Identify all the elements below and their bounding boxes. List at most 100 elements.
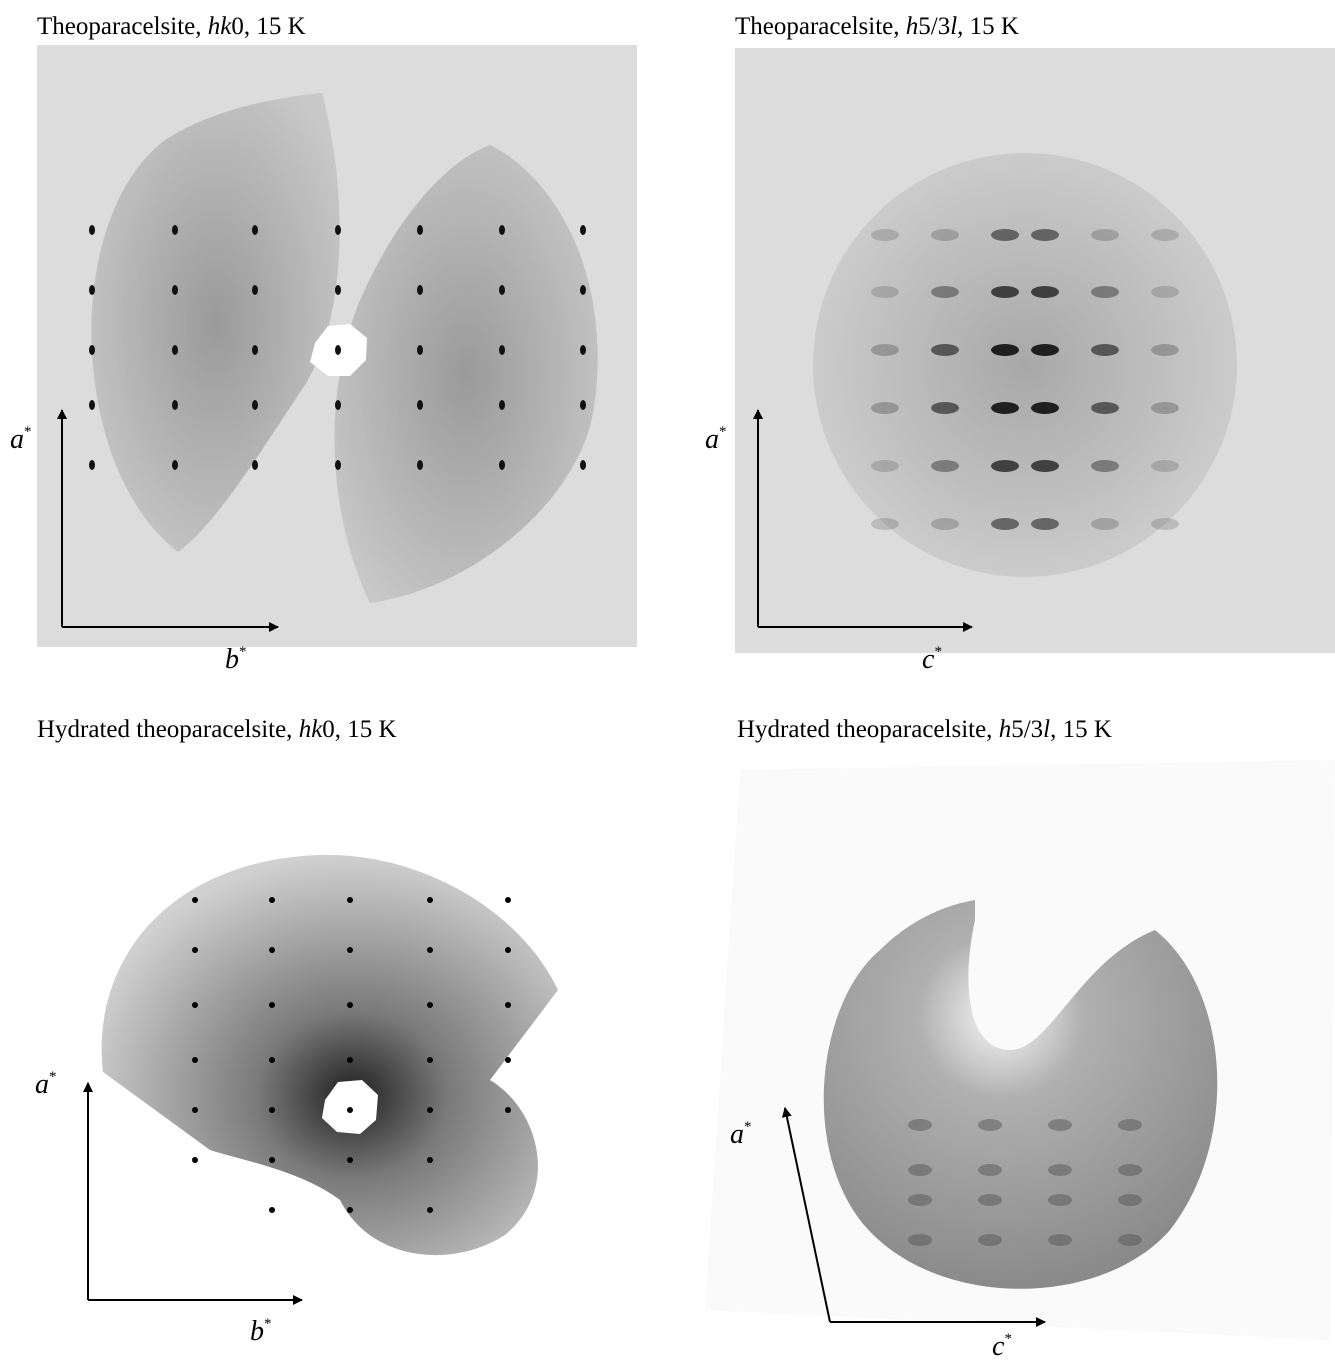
diffraction-spot [931, 344, 959, 356]
axis-letter: a [705, 424, 719, 455]
diffraction-spot [978, 1119, 1002, 1131]
diffraction-spot [347, 947, 353, 953]
diffraction-spot [931, 460, 959, 472]
diffraction-spot [335, 460, 341, 470]
diffraction-spot [252, 285, 258, 295]
title-part: l [1043, 716, 1050, 743]
diffraction-spot [991, 286, 1019, 298]
title-part: 0, 15 K [322, 716, 396, 743]
diffraction-spot [1031, 518, 1059, 530]
diffraction-spot [1151, 402, 1179, 414]
diffraction-spot [1031, 460, 1059, 472]
axis-label: c* [922, 644, 942, 675]
diffraction-spot [991, 402, 1019, 414]
title-part: , 15 K [957, 13, 1019, 40]
diffraction-spot [1151, 229, 1179, 241]
diffraction-spot [192, 1107, 198, 1113]
diffraction-spot [269, 1157, 275, 1163]
axis-label: a* [705, 424, 727, 455]
diffraction-spot [1048, 1164, 1072, 1176]
diffraction-spot [580, 225, 586, 235]
diffraction-spot [192, 1002, 198, 1008]
diffraction-spot [89, 460, 95, 470]
title-part: Hydrated theoparacelsite, [37, 716, 299, 743]
diffraction-spot [908, 1119, 932, 1131]
title-part: h [999, 716, 1012, 743]
diffraction-spot [427, 1057, 433, 1063]
diffraction-spot [931, 402, 959, 414]
diffraction-spot [505, 947, 511, 953]
axis-superscript: * [239, 644, 247, 660]
diffraction-spot [417, 225, 423, 235]
diffraction-spot [991, 344, 1019, 356]
diffraction-spot [1091, 286, 1119, 298]
diffraction-spot [192, 947, 198, 953]
diffraction-spot [1048, 1234, 1072, 1246]
diffraction-spot [505, 1057, 511, 1063]
diffraction-spot [269, 1002, 275, 1008]
diffraction-spot [427, 947, 433, 953]
diffraction-spot [172, 460, 178, 470]
diffraction-spot [1151, 518, 1179, 530]
diffraction-spot [1091, 229, 1119, 241]
diffraction-spot [871, 460, 899, 472]
title-part: 0, 15 K [231, 13, 305, 40]
axis-letter: b [250, 1316, 264, 1347]
diffraction-spot [931, 518, 959, 530]
diffraction-spot [991, 229, 1019, 241]
axis-superscript: * [264, 1316, 272, 1332]
diffraction-spot [89, 345, 95, 355]
diffraction-spot [427, 897, 433, 903]
diffraction-spot [347, 1157, 353, 1163]
panels [37, 45, 1335, 1340]
diffraction-spot [427, 1157, 433, 1163]
diffraction-spot [580, 400, 586, 410]
diffraction-spot [908, 1194, 932, 1206]
diffraction-spot [499, 285, 505, 295]
axis-label: b* [225, 644, 247, 675]
diffraction-spot [427, 1207, 433, 1213]
diffraction-spot [347, 1057, 353, 1063]
diffraction-spot [505, 1107, 511, 1113]
figure: Theoparacelsite, hk0, 15 Ka*b*Theoparace… [0, 0, 1335, 1362]
panel-title: Theoparacelsite, hk0, 15 K [37, 13, 306, 40]
diffraction-spot [908, 1234, 932, 1246]
title-part: , 15 K [1050, 716, 1112, 743]
title-part: Hydrated theoparacelsite, [737, 716, 999, 743]
axis-superscript: * [1004, 1331, 1012, 1347]
diffraction-region [102, 855, 558, 1255]
diffraction-spot [1151, 344, 1179, 356]
axis-letter: a [10, 424, 24, 455]
diffraction-spot [1091, 460, 1119, 472]
diffraction-spot [252, 400, 258, 410]
diffraction-spot [871, 286, 899, 298]
diffraction-spot [1151, 460, 1179, 472]
diffraction-spot [1048, 1194, 1072, 1206]
diffraction-spot [991, 518, 1019, 530]
diffraction-spot [335, 285, 341, 295]
diffraction-spot [580, 285, 586, 295]
title-part: h [906, 13, 919, 40]
axis-letter: c [992, 1331, 1005, 1362]
diffraction-spot [335, 225, 341, 235]
diffraction-spot [269, 947, 275, 953]
diffraction-spot [1031, 229, 1059, 241]
axis-letter: a [35, 1069, 49, 1100]
title-part: l [950, 13, 957, 40]
title-part: hk [299, 716, 324, 743]
diffraction-spot [192, 1057, 198, 1063]
diffraction-spot [499, 345, 505, 355]
diffraction-spot [252, 345, 258, 355]
diffraction-region [813, 153, 1237, 577]
diffraction-spot [269, 897, 275, 903]
diffraction-spot [347, 1207, 353, 1213]
axis-superscript: * [744, 1119, 752, 1135]
diffraction-spot [505, 1002, 511, 1008]
diffraction-spot [172, 225, 178, 235]
diffraction-spot [192, 897, 198, 903]
diffraction-spot [269, 1057, 275, 1063]
title-part: 5/3 [1011, 716, 1043, 743]
diffraction-spot [505, 897, 511, 903]
diffraction-spot [172, 345, 178, 355]
diffraction-spot [172, 285, 178, 295]
